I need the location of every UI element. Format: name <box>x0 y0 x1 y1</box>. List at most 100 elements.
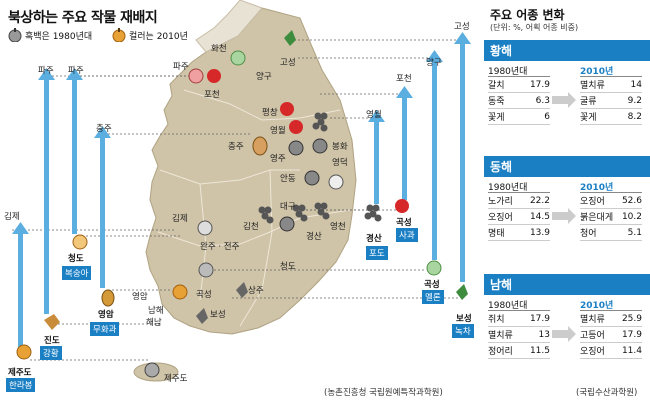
pear-icon <box>112 28 126 42</box>
label-paju-1: 파주 <box>38 66 54 76</box>
label-goseong: 고성 <box>454 22 470 32</box>
place-daegu: 대구 <box>280 202 296 212</box>
melon-icons <box>198 50 442 278</box>
yellow-2010-label: 2010년 <box>580 64 642 77</box>
arrow-hallabong <box>18 232 23 350</box>
place-yanggu: 양구 <box>256 72 272 82</box>
region-cheongdo: 청도 <box>68 254 84 264</box>
table-row: 오징어 52.6 <box>580 193 642 209</box>
table-row: 고등어 17.9 <box>580 327 642 343</box>
place-wanju: 완주 · 전주 <box>200 242 240 252</box>
korea-map <box>12 0 471 382</box>
place-bonghwa: 봉화 <box>332 142 348 152</box>
place-gyeongsan-map: 경산 <box>306 232 322 242</box>
place-yeongam-map: 영암 <box>132 292 148 302</box>
place-cheongdo-map: 청도 <box>280 262 296 272</box>
table-row: 굴류 9.2 <box>580 93 642 109</box>
place-chungju: 충주 <box>228 142 244 152</box>
crop-map-panel: 북상하는 주요 작물 재배지 흑백은 1980년대 컬러는 2010년 <box>4 0 474 398</box>
tag-green-tea: 녹차 <box>452 324 474 338</box>
place-yeongwol: 영월 <box>270 126 286 136</box>
tag-apple: 사과 <box>396 228 418 242</box>
region-jeju: 제주도 <box>8 368 32 378</box>
table-row: 노가리 22.2 <box>488 193 550 209</box>
tag-grape: 포도 <box>366 246 388 260</box>
tag-melon: 멜론 <box>422 290 444 304</box>
place-haenam: 해남 <box>146 318 162 328</box>
grape-icons <box>258 112 382 224</box>
south-1980-label: 1980년대 <box>488 298 550 311</box>
label-pocheon: 포천 <box>396 74 412 84</box>
table-row: 동죽 6.3 <box>488 93 550 109</box>
table-row: 붉은대게 10.2 <box>580 209 642 225</box>
north-strip <box>195 0 263 53</box>
fish-panel-title: 주요 어종 변화 <box>490 8 565 22</box>
source-left: (농촌진흥청 국립원예특작과학원) <box>324 388 443 398</box>
label-gimje: 김제 <box>4 212 20 222</box>
turmeric-icon <box>44 314 60 330</box>
sea-south: 남해 1980년대 쥐치 17.9 멸치류 13 정어리 11.5 2010년 멸치류… <box>484 274 650 359</box>
legend-bw: 흑백은 1980년대 <box>8 28 92 42</box>
tag-hallabong: 한라봉 <box>6 378 36 392</box>
region-jindo: 진도 <box>44 336 60 346</box>
label-yanggu: 양구 <box>426 58 442 68</box>
place-pyeongchang: 평창 <box>262 108 278 118</box>
fish-panel-subtitle: (단위: %, 어획 어종 비중) <box>490 23 579 32</box>
fish-species-panel: 주요 어종 변화 (단위: %, 어획 어종 비중) 황해 1980년대 갈치 1… <box>484 0 650 407</box>
legend-color-label: 컬러는 2010년 <box>129 31 188 42</box>
place-pocheon: 포천 <box>204 90 220 100</box>
legend-color: 컬러는 2010년 <box>112 28 188 42</box>
sea-yellow-header: 황해 <box>484 40 650 61</box>
region-boseong: 보성 <box>456 314 472 324</box>
table-row: 청어 5.1 <box>580 225 642 241</box>
place-jeju-map: 제주도 <box>164 374 188 384</box>
table-row: 명태 13.9 <box>488 225 550 241</box>
apple-icons <box>207 69 409 232</box>
table-row: 멸치류 25.9 <box>580 311 642 327</box>
table-row: 정어리 11.5 <box>488 343 550 359</box>
east-2010-label: 2010년 <box>580 180 642 193</box>
place-paju: 파주 <box>173 62 189 72</box>
sea-east: 동해 1980년대 노가리 22.2 오징어 14.5 명태 13.9 2010년 오… <box>484 156 650 241</box>
peninsula-shape <box>145 7 357 335</box>
region-gokseong-melon: 곡성 <box>424 280 440 290</box>
label-paju-2: 파주 <box>68 66 84 76</box>
place-yeongcheon: 영천 <box>330 222 346 232</box>
sea-east-header: 동해 <box>484 156 650 177</box>
tag-turmeric: 강황 <box>40 346 62 360</box>
place-hwacheon: 화천 <box>211 44 227 54</box>
place-goseong: 고성 <box>280 58 296 68</box>
table-row: 꽃게 8.2 <box>580 109 642 125</box>
table-row: 꽃게 6 <box>488 109 550 125</box>
place-boseong-map: 보성 <box>210 310 226 320</box>
place-andong: 안동 <box>280 174 296 184</box>
sea-yellow: 황해 1980년대 갈치 17.9 동죽 6.3 꽃게 6 2010년 멸치류 14 굴… <box>484 40 650 125</box>
place-yeongdeok: 영덕 <box>332 158 348 168</box>
right-arrow-icon <box>552 208 576 224</box>
south-2010-label: 2010년 <box>580 298 642 311</box>
gray-fruit-icon <box>8 28 22 42</box>
region-gokseong-apple: 곡성 <box>396 218 412 228</box>
tag-peach: 복숭아 <box>62 266 92 280</box>
table-row: 멸치류 14 <box>580 77 642 93</box>
label-yeongwol: 영월 <box>366 110 382 120</box>
tea-leaf-icons <box>196 30 468 324</box>
tag-fig: 무화과 <box>90 322 120 336</box>
table-row: 쥐치 17.9 <box>488 311 550 327</box>
table-row: 오징어 14.5 <box>488 209 550 225</box>
label-chungju: 충주 <box>96 124 112 134</box>
table-row: 오징어 11.4 <box>580 343 642 359</box>
region-yeongam: 영암 <box>98 310 114 320</box>
east-1980-label: 1980년대 <box>488 180 550 193</box>
table-row: 멸치류 13 <box>488 327 550 343</box>
sea-south-header: 남해 <box>484 274 650 295</box>
place-gokseong-map: 곡성 <box>196 290 212 300</box>
right-arrow-icon <box>552 326 576 342</box>
right-arrow-icon <box>552 92 576 108</box>
place-gimcheon: 김천 <box>243 222 259 232</box>
pear-icons <box>16 68 344 378</box>
table-row: 갈치 17.9 <box>488 77 550 93</box>
arrow-head <box>12 222 29 234</box>
region-gyeongsan: 경산 <box>366 234 382 244</box>
legend-bw-label: 흑백은 1980년대 <box>25 31 93 42</box>
